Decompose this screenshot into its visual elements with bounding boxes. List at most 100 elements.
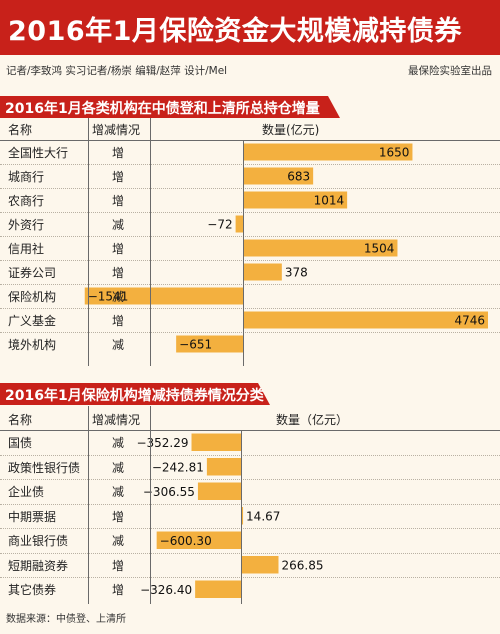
data-label: 1650 (379, 146, 410, 160)
bar (176, 335, 243, 353)
change-label: 增 (112, 146, 125, 160)
category-label: 政策性银行债 (8, 460, 81, 475)
header-divider (0, 140, 500, 141)
category-label: 保险机构 (8, 290, 57, 304)
row-divider (0, 577, 500, 578)
bar (235, 215, 243, 233)
header-divider (0, 430, 500, 431)
change-label: 增 (112, 242, 125, 256)
section-1-title: 2016年1月各类机构在中债登和上清所总持仓增量 (5, 101, 320, 117)
category-label: 城商行 (8, 170, 45, 184)
bar (243, 311, 488, 329)
column-header-change: 增减情况 (92, 123, 141, 137)
data-label: 1014 (314, 194, 345, 208)
data-label: −242.81 (152, 460, 204, 474)
column-divider (150, 118, 151, 366)
row-divider (0, 528, 500, 529)
category-label: 全国性大行 (8, 146, 69, 160)
bar (206, 458, 241, 476)
data-label: −352.29 (136, 436, 188, 450)
bar (156, 531, 241, 549)
column-divider (150, 406, 151, 604)
change-label: 减 (112, 218, 125, 232)
change-label: 减 (112, 534, 125, 549)
change-label: 减 (112, 338, 125, 352)
section-1-title-bar: 2016年1月各类机构在中债登和上清所总持仓增量 (0, 96, 500, 118)
change-label: 增 (112, 266, 125, 280)
row-divider (0, 552, 500, 554)
change-label: 增 (112, 509, 125, 524)
data-label: −1541 (88, 290, 129, 304)
category-label: 农商行 (8, 194, 45, 208)
row-divider (0, 284, 500, 285)
category-label: 证券公司 (8, 266, 57, 280)
change-label: 增 (112, 314, 125, 328)
category-label: 其它债券 (8, 583, 57, 598)
credit-line: 记者/李致鸿 实习记者/杨崇 编辑/赵萍 设计/Mel (6, 65, 228, 77)
change-label: 增 (112, 558, 125, 573)
publisher-credit: 最保险实验室出品 (408, 65, 492, 77)
column-header-name: 名称 (8, 413, 33, 427)
row-divider (0, 188, 500, 189)
row-divider (0, 503, 500, 505)
zero-axis (243, 140, 244, 366)
row-divider (0, 164, 500, 165)
bar (191, 433, 241, 451)
category-label: 广义基金 (8, 314, 57, 328)
row-divider (0, 332, 500, 333)
bar (243, 143, 413, 161)
category-label: 短期融资券 (8, 558, 69, 573)
bar-chart-1: 1650 683 1014 −72 1504 378 −1541 4746 −651 (84, 143, 488, 353)
data-label: −306.55 (143, 485, 195, 499)
bar (241, 556, 279, 574)
chart-1-panel: 名称 增减情况 数量(亿元) 1650 683 1014 −72 1504 378 −1541 47… (0, 118, 500, 366)
row-divider (0, 308, 500, 309)
section-2-title-bar: 2016年1月保险机构增减持债券情况分类 (0, 383, 500, 405)
data-label: −72 (207, 218, 232, 232)
column-header-value: 数量(亿元) (262, 123, 320, 137)
change-label: 减 (112, 290, 125, 304)
column-divider (88, 118, 89, 366)
data-label: 4746 (454, 314, 485, 328)
category-label: 国债 (8, 436, 33, 451)
data-label: −600.30 (160, 534, 212, 548)
bar (84, 287, 243, 305)
bar (195, 580, 241, 598)
row-divider (0, 236, 500, 237)
bar (241, 507, 244, 525)
section-2-title: 2016年1月保险机构增减持债券情况分类 (5, 388, 264, 404)
category-label: 中期票据 (8, 509, 57, 524)
column-header-name: 名称 (8, 123, 33, 137)
change-label: 减 (112, 485, 125, 500)
column-header-value: 数量（亿元） (276, 413, 349, 427)
bar-chart-2: −352.29 −242.81 −306.55 14.67 −600.30 266.85 −… (136, 433, 323, 598)
data-label: 378 (285, 266, 308, 280)
change-label: 减 (112, 436, 125, 451)
category-label: 商业银行债 (8, 534, 69, 549)
change-label: 增 (112, 194, 125, 208)
data-source: 数据来源：中债登、上清所 (6, 614, 126, 625)
chart-2-panel: 名称 增减情况 数量（亿元） −352.29 −242.81 −306.55 14.67 −6… (0, 406, 500, 604)
row-divider (0, 479, 500, 480)
column-header-change: 增减情况 (92, 413, 141, 427)
data-label: 1504 (364, 242, 395, 256)
data-label: −651 (179, 338, 212, 352)
bar (243, 239, 398, 257)
data-label: 266.85 (281, 558, 323, 572)
category-label: 外资行 (8, 218, 45, 232)
row-divider (0, 260, 500, 261)
category-label: 信用社 (8, 242, 45, 256)
data-label: −326.40 (140, 583, 192, 597)
bar (243, 191, 348, 209)
row-divider (0, 212, 500, 213)
bar (243, 263, 282, 281)
category-label: 境外机构 (8, 338, 57, 352)
column-divider (88, 406, 89, 604)
bar (197, 482, 241, 500)
change-label: 增 (112, 583, 125, 598)
page-title: 2016年1月保险资金大规模减持债券 (8, 16, 462, 47)
main-title-bar: 2016年1月保险资金大规模减持债券 (0, 0, 500, 55)
data-label: 683 (287, 170, 310, 184)
data-label: 14.67 (246, 509, 280, 523)
category-label: 企业债 (8, 485, 45, 500)
